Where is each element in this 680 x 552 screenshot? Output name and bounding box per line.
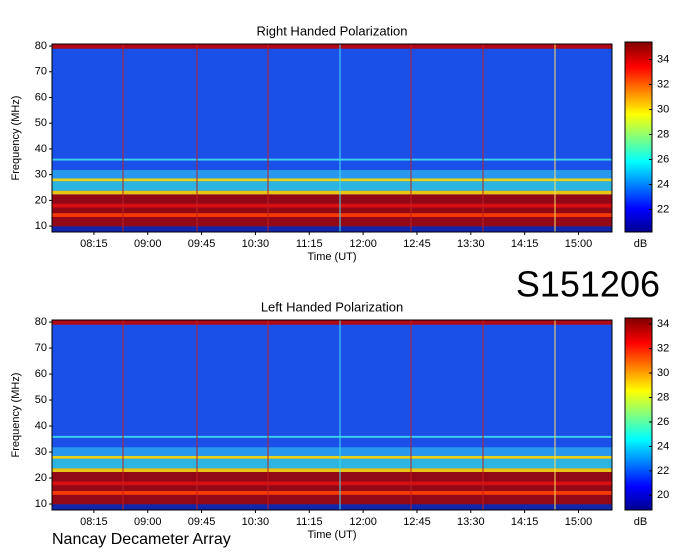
- colorbar-tick-label: 20: [657, 489, 669, 501]
- colorbar-tick-label: 26: [657, 416, 669, 428]
- x-axis-label: Time (UT): [307, 529, 356, 541]
- x-tick-label: 14:15: [511, 516, 539, 528]
- spectrogram-band: [52, 458, 612, 469]
- y-tick-label: 50: [35, 117, 47, 129]
- spectrogram-band: [52, 178, 612, 182]
- colorbar-tick-label: 28: [657, 128, 669, 140]
- colorbar-label: dB: [634, 238, 647, 250]
- colorbar-tick-label: 22: [657, 203, 669, 215]
- colorbar-tick-label: 30: [657, 103, 669, 115]
- x-tick-label: 11:15: [296, 238, 323, 250]
- spectrogram-band: [52, 481, 612, 486]
- spectrogram-band: [52, 320, 612, 325]
- colorbar-tick-label: 24: [657, 440, 669, 452]
- x-tick-label: 08:15: [80, 516, 108, 528]
- spectrogram-band: [52, 447, 612, 456]
- y-tick-label: 80: [35, 40, 47, 52]
- y-tick-label: 70: [35, 342, 47, 354]
- plot-frame: [51, 43, 613, 233]
- y-tick-label: 80: [35, 316, 47, 328]
- spectrogram-band: [52, 194, 612, 227]
- x-tick-label: 12:45: [403, 516, 431, 528]
- x-tick-label: 10:30: [242, 238, 270, 250]
- x-tick-label: 10:30: [242, 516, 270, 528]
- colorbar: [624, 317, 653, 511]
- spectrogram-band: [52, 504, 612, 510]
- y-tick-label: 70: [35, 66, 47, 78]
- footer: Nancay Decameter Array: [52, 531, 231, 548]
- y-tick-label: 20: [35, 194, 47, 206]
- x-tick-label: 13:30: [457, 516, 485, 528]
- colorbar-tick-label: 32: [657, 342, 669, 354]
- chart-title: Left Handed Polarization: [261, 299, 403, 314]
- x-tick-label: 12:00: [349, 516, 377, 528]
- colorbar-tick-label: 34: [657, 53, 669, 65]
- x-tick-label: 13:30: [457, 238, 485, 250]
- spectrogram-band: [52, 44, 612, 49]
- y-tick-label: 30: [35, 446, 47, 458]
- colorbar-tick-label: 30: [657, 367, 669, 379]
- y-tick-label: 60: [35, 368, 47, 380]
- spectrogram-band: [52, 435, 612, 438]
- chart-title: Right Handed Polarization: [256, 23, 407, 38]
- x-tick-label: 09:45: [188, 516, 216, 528]
- y-axis-label: Frequency (MHz): [10, 373, 22, 458]
- colorbar-tick-label: 28: [657, 391, 669, 403]
- y-tick-label: 10: [35, 498, 47, 510]
- spectrogram-band: [52, 468, 612, 472]
- x-tick-label: 12:45: [403, 238, 431, 250]
- spectrogram-band: [52, 169, 612, 179]
- colorbar-tick-label: 24: [657, 178, 669, 190]
- page-title: S151206: [516, 264, 660, 305]
- x-tick-label: 09:45: [188, 238, 216, 250]
- colorbar-label: dB: [634, 516, 647, 528]
- spectrogram-band: [52, 455, 612, 459]
- x-tick-label: 12:00: [349, 238, 377, 250]
- x-tick-label: 08:15: [80, 238, 108, 250]
- colorbar-tick-label: 32: [657, 78, 669, 90]
- colorbar: [624, 41, 653, 233]
- spectrogram-band: [52, 226, 612, 232]
- y-tick-label: 40: [35, 420, 47, 432]
- y-axis-label: Frequency (MHz): [10, 96, 22, 181]
- y-tick-label: 60: [35, 91, 47, 103]
- y-tick-label: 50: [35, 394, 47, 406]
- y-tick-label: 10: [35, 220, 47, 232]
- x-axis-label: Time (UT): [307, 251, 356, 263]
- x-tick-label: 15:00: [565, 516, 593, 528]
- x-tick-label: 14:15: [511, 238, 539, 250]
- x-tick-label: 15:00: [565, 238, 593, 250]
- spectrogram-band: [52, 181, 612, 191]
- y-tick-label: 20: [35, 472, 47, 484]
- y-tick-label: 40: [35, 143, 47, 155]
- spectrogram-band: [52, 491, 612, 495]
- spectrogram-band: [52, 213, 612, 217]
- plot-frame: [51, 319, 613, 511]
- y-tick-label: 30: [35, 169, 47, 181]
- spectrogram-band: [52, 472, 612, 505]
- spectrogram-band: [52, 203, 612, 208]
- colorbar-tick-label: 26: [657, 153, 669, 165]
- x-tick-label: 09:00: [134, 238, 162, 250]
- colorbar-tick-label: 22: [657, 465, 669, 477]
- colorbar-tick-label: 34: [657, 318, 669, 330]
- x-tick-label: 11:15: [296, 516, 323, 528]
- spectrogram-band: [52, 190, 612, 195]
- spectrogram-band: [52, 158, 612, 161]
- x-tick-label: 09:00: [134, 516, 162, 528]
